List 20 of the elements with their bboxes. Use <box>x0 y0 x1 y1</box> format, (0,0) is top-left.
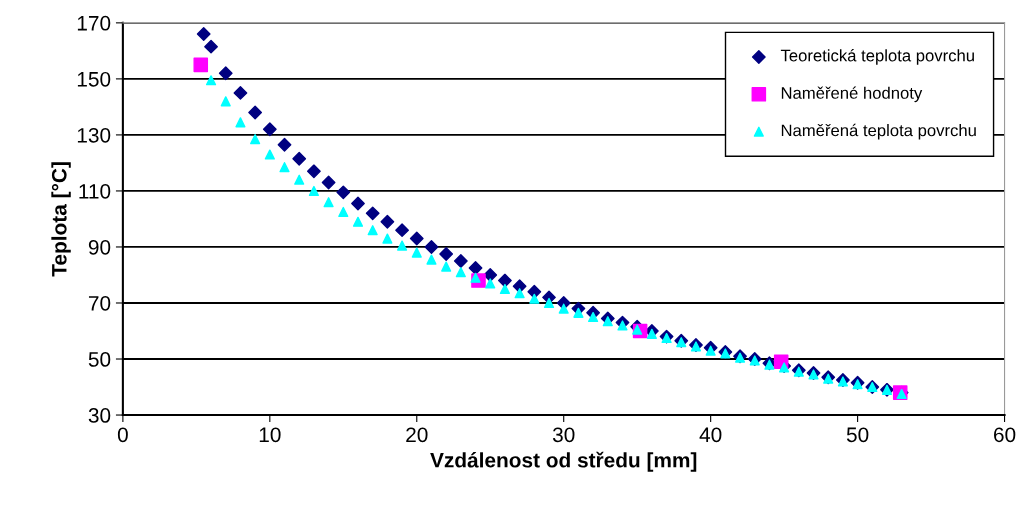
x-axis-title: Vzdálenost od středu [mm] <box>430 451 697 472</box>
x-tick-label: 10 <box>259 427 281 443</box>
y-axis-title: Teplota [°C] <box>51 162 71 277</box>
x-tick-label: 20 <box>406 427 428 443</box>
x-tick-label: 60 <box>994 427 1016 443</box>
y-tick-label: 130 <box>77 127 111 143</box>
legend-label: Teoretická teplota povrchu <box>780 49 974 65</box>
legend-label: Naměřená teplota povrchu <box>781 123 976 140</box>
legend-label: Naměřené hodnoty <box>781 86 923 103</box>
y-tick-label: 150 <box>77 71 111 87</box>
x-tick-label: 0 <box>117 427 128 443</box>
x-tick-label: 40 <box>699 427 722 443</box>
y-tick-label: 170 <box>77 15 111 31</box>
y-tick-label: 90 <box>88 239 111 255</box>
y-tick-label: 50 <box>88 352 111 367</box>
y-tick-label: 110 <box>79 183 111 199</box>
x-tick-label: 30 <box>552 427 575 443</box>
y-tick-label: 70 <box>88 295 111 311</box>
y-tick-label: 30 <box>88 408 111 423</box>
x-tick-label: 50 <box>846 427 869 443</box>
